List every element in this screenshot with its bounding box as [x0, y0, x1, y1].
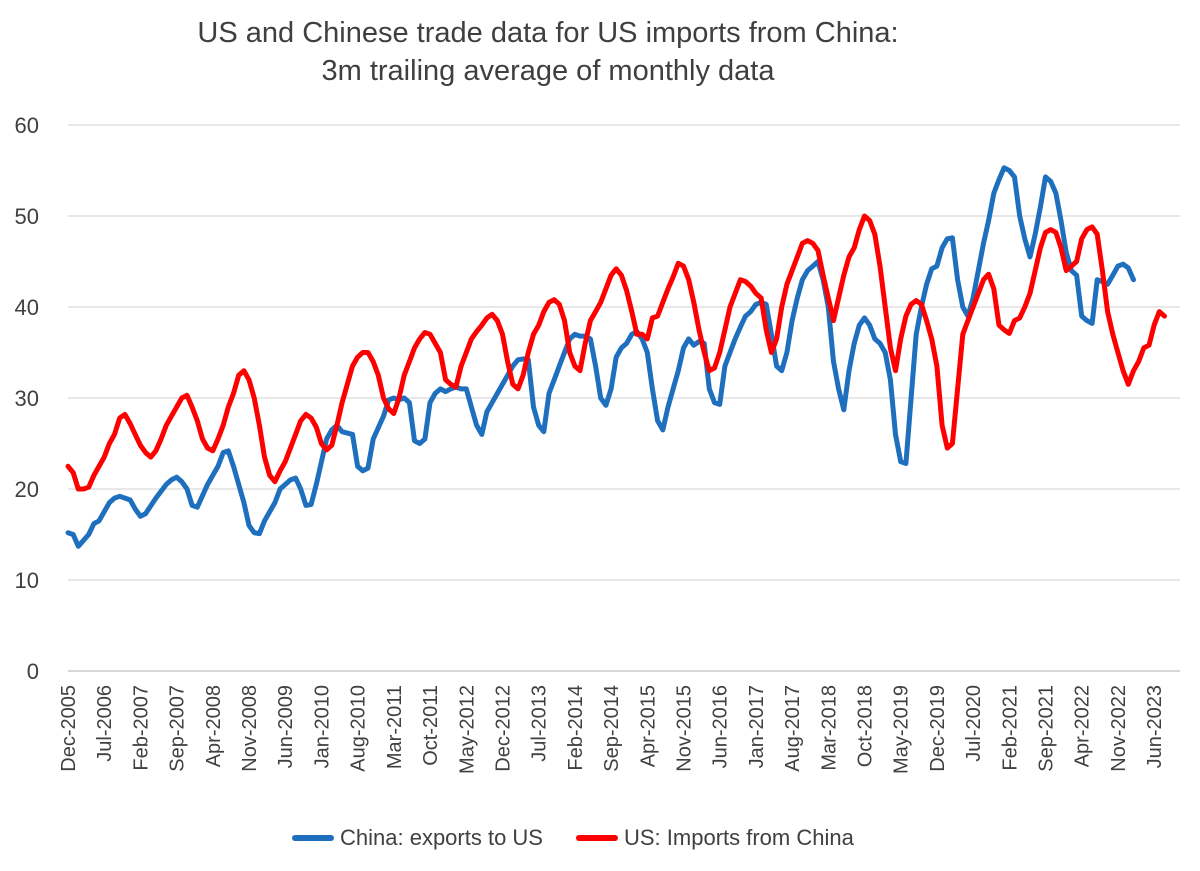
x-tick-label: Jan-2017 [746, 685, 768, 768]
x-tick-label: Jun-2009 [275, 685, 297, 768]
y-tick-label: 40 [15, 295, 39, 320]
legend-item-us-imports: US: Imports from China [576, 822, 854, 854]
legend-swatch-china-exports [292, 835, 334, 841]
chart-title-line-2: 3m trailing average of monthly data [321, 55, 775, 87]
gridlines [68, 124, 1180, 672]
y-tick-label: 50 [15, 204, 39, 229]
y-tick-label: 60 [15, 113, 39, 138]
x-tick-label: Jul-2006 [94, 685, 116, 762]
series-lines [65, 165, 1167, 549]
y-tick-label: 20 [15, 477, 39, 502]
x-tick-label: Feb-2014 [565, 685, 587, 771]
x-tick-label: Nov-2022 [1108, 685, 1130, 772]
y-tick-label: 10 [15, 568, 39, 593]
legend: China: exports to US US: Imports from Ch… [0, 822, 1200, 854]
x-tick-label: Mar-2011 [384, 685, 406, 769]
x-tick-label: Aug-2010 [348, 685, 370, 772]
series-line-us-imports [65, 213, 1167, 492]
x-tick-label: Apr-2022 [1072, 685, 1094, 767]
legend-label-china-exports: China: exports to US [340, 825, 543, 850]
x-tick-label: Nov-2008 [239, 685, 261, 772]
series-line-china-exports [65, 165, 1136, 549]
x-tick-label: Jul-2013 [529, 685, 551, 762]
y-axis-ticks: 0 10 20 30 40 50 60 [15, 113, 39, 684]
x-tick-label: Apr-2015 [637, 685, 659, 767]
x-tick-label: Mar-2018 [818, 685, 840, 771]
x-tick-label: May-2012 [456, 685, 478, 774]
chart-title: US and Chinese trade data for US imports… [0, 14, 1096, 90]
y-tick-label: 0 [27, 659, 39, 684]
chart-title-line-1: US and Chinese trade data for US imports… [197, 17, 899, 49]
x-axis-ticks: Dec-2005 Jul-2006 Feb-2007 Sep-2007 Apr-2008… [58, 685, 1166, 774]
x-tick-label: Aug-2017 [782, 685, 804, 772]
x-tick-label: Dec-2019 [927, 685, 949, 772]
legend-swatch-us-imports [576, 835, 618, 841]
legend-item-china-exports: China: exports to US [292, 822, 543, 854]
x-tick-label: Jun-2016 [710, 685, 732, 768]
x-tick-label: Nov-2015 [673, 685, 695, 772]
x-tick-label: Dec-2012 [492, 685, 514, 772]
x-tick-label: Dec-2005 [58, 685, 80, 772]
x-tick-label: Jul-2020 [963, 685, 985, 762]
x-tick-label: Oct-2018 [855, 685, 877, 767]
x-tick-label: Sep-2007 [167, 685, 189, 772]
x-tick-label: Sep-2014 [601, 685, 623, 772]
x-tick-label: Apr-2008 [203, 685, 225, 767]
x-tick-label: Jun-2023 [1144, 685, 1166, 768]
x-tick-label: Jan-2010 [311, 685, 333, 768]
x-tick-label: Feb-2007 [130, 685, 152, 771]
x-tick-label: Sep-2021 [1036, 685, 1058, 772]
legend-label-us-imports: US: Imports from China [624, 825, 854, 850]
x-tick-label: Oct-2011 [420, 685, 442, 766]
y-tick-label: 30 [15, 386, 39, 411]
x-tick-label: Feb-2021 [999, 685, 1021, 771]
x-tick-label: May-2019 [891, 685, 913, 774]
